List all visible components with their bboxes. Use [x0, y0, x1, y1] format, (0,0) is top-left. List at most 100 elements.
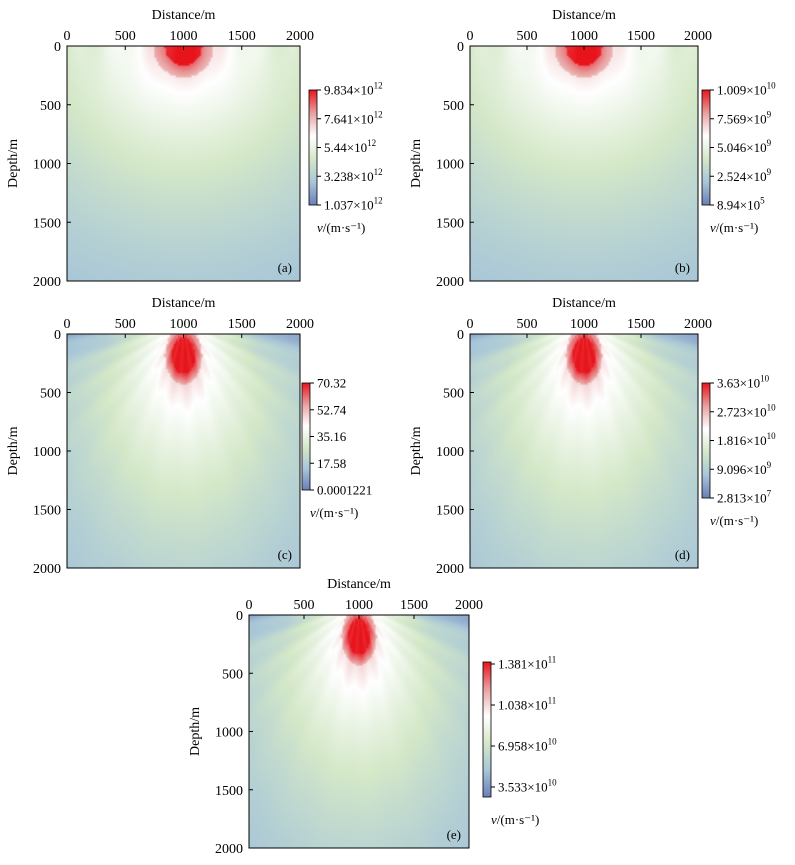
y-tick-label: 2000 [33, 275, 61, 290]
colorbar-tick-exponent: 10 [548, 737, 558, 747]
y-tick-label: 1000 [33, 158, 61, 173]
colorbar-label: v/(m·s⁻¹) [710, 513, 758, 528]
panel-label: (b) [675, 260, 690, 275]
y-axis-label: Depth/m [409, 139, 424, 188]
colorbar-tick-label: 3.63×1010 [717, 374, 770, 391]
x-tick-label: 2000 [286, 29, 314, 44]
y-axis-label: Depth/m [409, 426, 424, 475]
colorbar-tick-exponent: 11 [548, 696, 557, 706]
y-tick-label: 1000 [33, 445, 61, 460]
colorbar-tick-label: 70.32 [317, 376, 346, 391]
y-tick-label: 1500 [33, 216, 61, 231]
colorbar-label: v/(m·s⁻¹) [710, 220, 758, 235]
heatmap-image [470, 334, 698, 568]
x-tick-label: 1500 [228, 317, 256, 332]
colorbar-tick-exponent: 7 [767, 489, 772, 499]
y-tick-label: 1000 [436, 158, 464, 173]
colorbar-tick-exponent: 10 [767, 402, 777, 412]
y-tick-label: 2000 [33, 562, 61, 577]
colorbar [701, 89, 711, 206]
colorbar-tick-exponent: 9 [767, 109, 772, 119]
colorbar-tick-label: 6.958×1010 [498, 737, 557, 754]
y-axis-label: Depth/m [6, 139, 21, 188]
colorbar-tick-exponent: 10 [760, 374, 770, 384]
x-tick-label: 1000 [170, 29, 198, 44]
y-tick-label: 1500 [215, 784, 243, 799]
x-tick-label: 1000 [345, 598, 373, 613]
colorbar-tick-label: 2.524×109 [717, 167, 772, 184]
x-tick-label: 1000 [170, 317, 198, 332]
panel-c: Distance/m 0 500 1000 1500 2000 0 500 1000 1500 20… [6, 296, 372, 577]
y-axis-label: Depth/m [188, 707, 203, 756]
colorbar-tick-exponent: 10 [767, 431, 777, 441]
colorbar-tick-label: 5.046×109 [717, 138, 772, 155]
heatmap-image [67, 46, 300, 281]
colorbar-label: v/(m·s⁻¹) [317, 220, 365, 235]
colorbar-tick-label: 2.723×1010 [717, 402, 776, 419]
y-tick-label: 500 [40, 387, 61, 402]
y-tick-label: 1000 [436, 445, 464, 460]
colorbar-tick-label: 1.816×1010 [717, 431, 776, 448]
colorbar-tick-exponent: 12 [374, 167, 383, 177]
y-axis-label: Depth/m [6, 426, 21, 475]
colorbar-tick-label: 52.74 [317, 402, 347, 417]
x-tick-label: 500 [115, 29, 136, 44]
colorbar-tick-exponent: 12 [374, 196, 383, 206]
colorbar-tick-exponent: 5 [760, 196, 765, 206]
colorbar-tick-label: 1.037×1012 [324, 196, 383, 213]
x-tick-label: 0 [246, 598, 253, 613]
y-tick-label: 500 [40, 99, 61, 114]
y-tick-label: 2000 [436, 275, 464, 290]
colorbar-tick-label: 3.238×1012 [324, 167, 383, 184]
y-tick-label: 500 [443, 99, 464, 114]
panel-label: (c) [278, 547, 292, 562]
y-tick-label: 0 [457, 328, 464, 343]
x-tick-label: 500 [517, 317, 538, 332]
panel-label: (e) [447, 827, 461, 842]
x-tick-label: 2000 [286, 317, 314, 332]
colorbar-tick-label: 9.096×109 [717, 460, 772, 477]
colorbar [701, 382, 711, 499]
colorbar [301, 382, 311, 491]
y-tick-label: 0 [54, 40, 61, 55]
y-tick-label: 2000 [215, 842, 243, 857]
x-tick-label: 2000 [455, 598, 483, 613]
colorbar-tick-label: 7.641×1012 [324, 109, 383, 126]
heatmap-image [249, 615, 469, 848]
x-axis-label: Distance/m [152, 8, 216, 23]
y-tick-label: 1500 [436, 504, 464, 519]
x-tick-label: 1000 [570, 317, 598, 332]
colorbar-tick-exponent: 10 [767, 81, 777, 91]
colorbar [308, 89, 318, 206]
x-axis-label: Distance/m [152, 296, 216, 311]
colorbar-tick-label: 5.44×1012 [324, 138, 376, 155]
colorbar-tick-exponent: 10 [548, 778, 558, 788]
y-tick-label: 500 [443, 387, 464, 402]
x-tick-label: 2000 [684, 317, 712, 332]
colorbar-tick-exponent: 9 [767, 167, 772, 177]
y-tick-label: 1500 [436, 216, 464, 231]
colorbar-tick-exponent: 12 [367, 138, 376, 148]
panel-b: Distance/m 0 500 1000 1500 2000 0 500 1000 1500 20… [409, 8, 776, 290]
colorbar-tick-exponent: 11 [548, 655, 557, 665]
colorbar-tick-label: 0.0001221 [317, 483, 372, 498]
colorbar-tick-label: 35.16 [317, 429, 347, 444]
x-tick-label: 500 [115, 317, 136, 332]
x-tick-label: 0 [467, 29, 474, 44]
y-tick-label: 500 [222, 667, 243, 682]
x-tick-label: 500 [294, 598, 315, 613]
heatmap-image [470, 46, 698, 281]
colorbar-tick-label: 9.834×1012 [324, 81, 383, 98]
y-tick-label: 1500 [33, 504, 61, 519]
x-axis-label: Distance/m [552, 296, 616, 311]
colorbar-tick-label: 8.94×105 [717, 196, 765, 213]
colorbar-tick-exponent: 9 [767, 460, 772, 470]
colorbar-tick-label: 1.009×1010 [717, 81, 776, 98]
colorbar-tick-exponent: 12 [374, 109, 383, 119]
x-tick-label: 0 [64, 29, 71, 44]
y-tick-label: 0 [54, 328, 61, 343]
heatmap-image [67, 334, 300, 568]
colorbar-tick-exponent: 12 [374, 81, 383, 91]
